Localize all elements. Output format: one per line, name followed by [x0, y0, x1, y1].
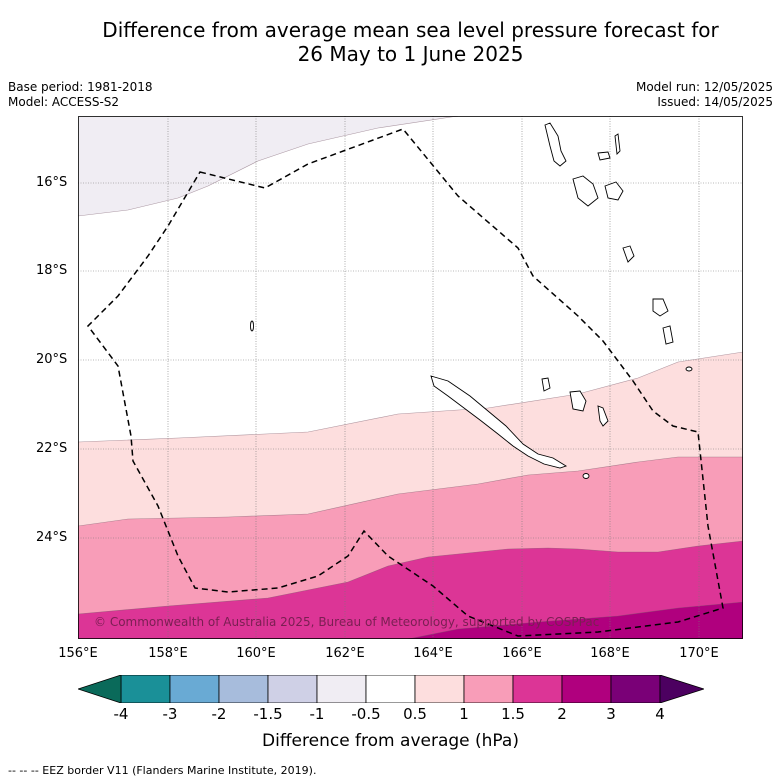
lon-label-156e: 156°E [58, 646, 98, 661]
colorbar-segment [414, 675, 465, 703]
lon-label-160e: 160°E [236, 646, 276, 661]
eez-border [87, 128, 724, 637]
colorbar-label: Difference from average (hPa) [262, 731, 519, 751]
colorbar [78, 675, 704, 703]
gridlines [78, 116, 743, 639]
lon-label-164e: 164°E [413, 646, 453, 661]
colorbar-segment [267, 675, 318, 703]
colorbar-tick-label: -2 [211, 705, 227, 723]
title-line-1: Difference from average mean sea level p… [102, 18, 719, 42]
band-neg-1 [78, 116, 458, 216]
colorbar-segment [120, 675, 171, 703]
model-run: Model run: 12/05/2025 [635, 80, 773, 94]
colorbar-tick-label: 1 [459, 705, 469, 723]
lon-label-166e: 166°E [502, 646, 542, 661]
map-svg [78, 116, 743, 639]
colorbar-segment [316, 675, 367, 703]
colorbar-segment [169, 675, 220, 703]
colorbar-segment [365, 675, 416, 703]
model-name: Model: ACCESS-S2 [8, 95, 120, 109]
colorbar-segment [610, 675, 661, 703]
colorbar-segment [218, 675, 269, 703]
base-period: Base period: 1981-2018 [8, 80, 153, 94]
issued-date: Issued: 14/05/2025 [657, 95, 773, 109]
title-line-2: 26 May to 1 June 2025 [297, 42, 524, 66]
footer-eez-note: -- -- -- EEZ border V11 (Flanders Marine… [8, 764, 317, 777]
colorbar-tick-label: 4 [655, 705, 665, 723]
colorbar-segment [561, 675, 612, 703]
colorbar-under-arrow [78, 675, 122, 703]
lat-label-18s: 18°S [36, 263, 68, 278]
colorbar-tick-label: -4 [113, 705, 129, 723]
copyright-text: © Commonwealth of Australia 2025, Bureau… [94, 615, 600, 629]
lon-label-168e: 168°E [590, 646, 630, 661]
colorbar-tick-label: -0.5 [351, 705, 381, 723]
lat-label-22s: 22°S [36, 441, 68, 456]
band-2 [408, 602, 743, 639]
meta-left: Base period: 1981-2018 Model: ACCESS-S2 [8, 80, 153, 110]
colorbar-tick-label: -1.5 [253, 705, 283, 723]
colorbar-over-arrow [659, 675, 704, 703]
lon-label-162e: 162°E [325, 646, 365, 661]
colorbar-tick-label: -1 [309, 705, 325, 723]
colorbar-tick-label: 2 [557, 705, 567, 723]
colorbar-segment [512, 675, 563, 703]
lat-label-16s: 16°S [36, 175, 68, 190]
lon-label-170e: 170°E [679, 646, 719, 661]
colorbar-tick-label: 3 [606, 705, 616, 723]
islands [250, 122, 693, 479]
chart-title: Difference from average mean sea level p… [40, 18, 781, 66]
band-1-5 [78, 541, 743, 639]
lon-label-158e: 158°E [148, 646, 188, 661]
colorbar-segment [463, 675, 514, 703]
colorbar-tick-label: 1.5 [501, 705, 525, 723]
colorbar-tick-label: -3 [162, 705, 178, 723]
map-panel[interactable] [78, 116, 743, 639]
colorbar-tick-label: 0.5 [403, 705, 427, 723]
lat-label-20s: 20°S [36, 352, 68, 367]
meta-right: Model run: 12/05/2025 Issued: 14/05/2025 [636, 80, 773, 110]
lat-label-24s: 24°S [36, 530, 68, 545]
